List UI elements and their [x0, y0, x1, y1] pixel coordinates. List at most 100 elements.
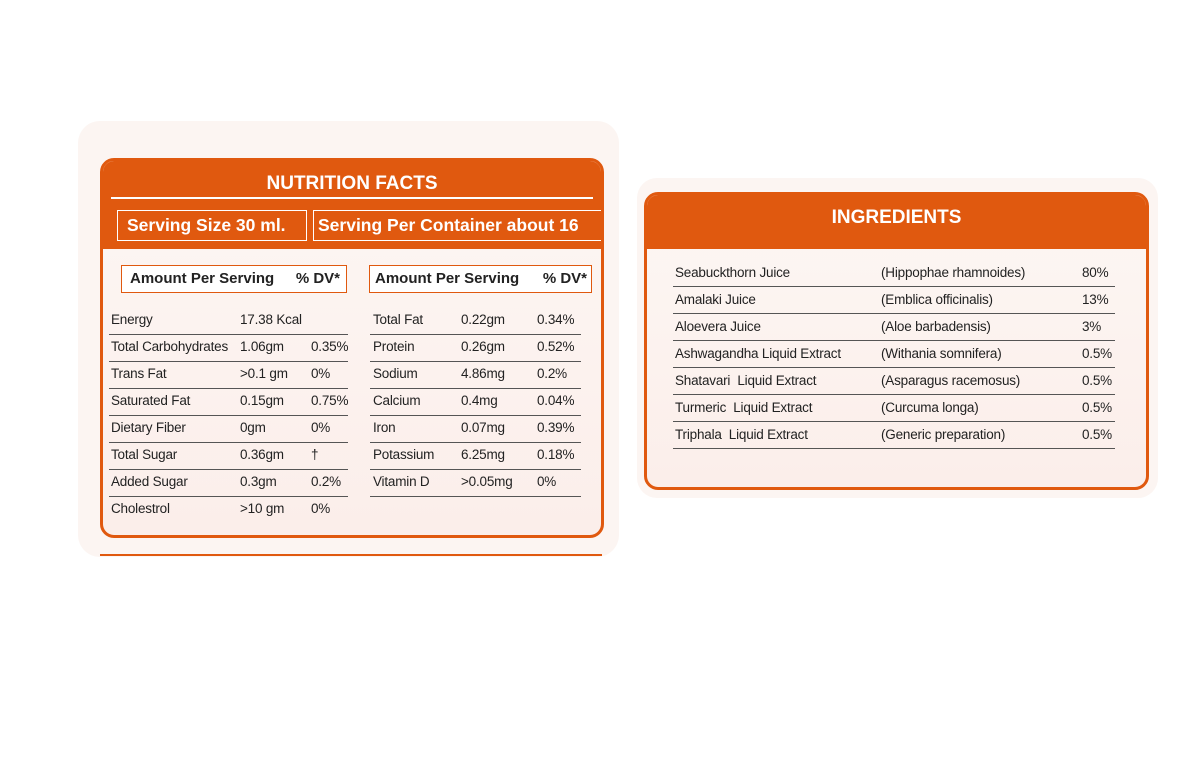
nutrient-name: Total Carbohydrates — [111, 339, 229, 354]
left-column-header: Amount Per Serving % DV* — [121, 265, 347, 293]
nutrient-name: Sodium — [373, 366, 418, 381]
ingredient-botanical: (Withania somnifera) — [881, 346, 1002, 361]
nutrient-amount: 0.07mg — [461, 420, 505, 435]
nutrient-dv: † — [311, 447, 319, 462]
amount-per-serving-label: Amount Per Serving — [375, 270, 520, 287]
nutrient-amount: 0.26gm — [461, 339, 505, 354]
ingredient-percent: 80% — [1082, 265, 1109, 280]
nutrient-row-protein: Protein 0.26gm 0.52% — [370, 334, 581, 362]
nutrient-row-iron: Iron 0.07mg 0.39% — [370, 415, 581, 443]
nutrient-name: Potassium — [373, 447, 435, 462]
ingredient-botanical: (Asparagus racemosus) — [881, 373, 1021, 388]
amount-per-serving-label: Amount Per Serving — [130, 270, 275, 287]
nutrient-row-total-sugar: Total Sugar 0.36gm † — [109, 442, 348, 470]
nutrient-amount: >10 gm — [240, 501, 285, 516]
nutrient-row-saturated-fat: Saturated Fat 0.15gm 0.75% — [109, 388, 348, 416]
ingredient-percent: 0.5% — [1082, 400, 1112, 415]
nutrient-name: Dietary Fiber — [111, 420, 186, 435]
ingredient-percent: 13% — [1082, 292, 1109, 307]
ingredient-row: Shatavari Liquid Extract (Asparagus race… — [673, 367, 1115, 395]
ingredient-name: Turmeric Liquid Extract — [675, 400, 813, 415]
ingredients-title: INGREDIENTS — [831, 207, 962, 228]
ingredient-row: Seabuckthorn Juice (Hippophae rhamnoides… — [673, 259, 1115, 287]
nutrient-amount: 17.38 Kcal — [240, 312, 302, 327]
nutrient-amount: 0.36gm — [240, 447, 284, 462]
nutrient-dv: 0.18% — [537, 447, 575, 462]
nutrient-row-sodium: Sodium 4.86mg 0.2% — [370, 361, 581, 389]
ingredient-name: Seabuckthorn Juice — [675, 265, 790, 280]
dv-label: % DV* — [295, 270, 340, 287]
nutrient-row-potassium: Potassium 6.25mg 0.18% — [370, 442, 581, 470]
ingredient-botanical: (Generic preparation) — [881, 427, 1006, 442]
nutrient-amount: 0.4mg — [461, 393, 498, 408]
ingredient-name: Amalaki Juice — [675, 292, 756, 307]
nutrient-dv: 0% — [311, 501, 331, 516]
ingredient-percent: 0.5% — [1082, 373, 1112, 388]
ingredients-card: INGREDIENTS Seabuckthorn Juice (Hippopha… — [644, 192, 1149, 490]
nutrient-name: Vitamin D — [373, 474, 430, 489]
ingredient-percent: 0.5% — [1082, 427, 1112, 442]
nutrient-dv: 0.75% — [311, 393, 349, 408]
nutrient-row-total-fat: Total Fat 0.22gm 0.34% — [370, 307, 581, 335]
nutrient-amount: 6.25mg — [461, 447, 505, 462]
nutrient-amount: 0.15gm — [240, 393, 284, 408]
nutrient-dv: 0.2% — [537, 366, 567, 381]
nutrient-row-trans-fat: Trans Fat >0.1 gm 0% — [109, 361, 348, 389]
ingredient-row: Triphala Liquid Extract (Generic prepara… — [673, 421, 1115, 449]
nutrient-dv: 0% — [311, 366, 331, 381]
nutrient-row-total-carbohydrates: Total Carbohydrates 1.06gm 0.35% — [109, 334, 348, 362]
nutrient-row-dietary-fiber: Dietary Fiber 0gm 0% — [109, 415, 348, 443]
nutrient-amount: 4.86mg — [461, 366, 505, 381]
nutrient-dv: 0.04% — [537, 393, 575, 408]
nutrient-name: Trans Fat — [111, 366, 167, 381]
ingredient-name: Shatavari Liquid Extract — [675, 373, 817, 388]
nutrient-name: Cholestrol — [111, 501, 170, 516]
nutrient-name: Energy — [111, 312, 153, 327]
ingredient-percent: 0.5% — [1082, 346, 1112, 361]
nutrient-amount: 0.22gm — [461, 312, 505, 327]
nutrient-name: Added Sugar — [111, 474, 188, 489]
nutrition-facts-card: NUTRITION FACTS Serving Size 30 ml. Serv… — [100, 158, 604, 538]
nutrient-dv: 0.2% — [311, 474, 341, 489]
ingredient-row: Aloevera Juice (Aloe barbadensis) 3% — [673, 313, 1115, 341]
nutrient-name: Total Fat — [373, 312, 423, 327]
ingredient-percent: 3% — [1082, 319, 1102, 334]
ingredient-row: Turmeric Liquid Extract (Curcuma longa) … — [673, 394, 1115, 422]
nutrition-title: NUTRITION FACTS — [266, 173, 438, 194]
ingredient-botanical: (Aloe barbadensis) — [881, 319, 991, 334]
ingredient-botanical: (Emblica officinalis) — [881, 292, 993, 307]
ingredient-name: Triphala Liquid Extract — [675, 427, 808, 442]
nutrient-name: Protein — [373, 339, 415, 354]
nutrient-row-cholestrol: Cholestrol >10 gm 0% — [109, 496, 348, 523]
ingredient-name: Ashwagandha Liquid Extract — [675, 346, 841, 361]
serving-size: Serving Size 30 ml. — [117, 210, 307, 241]
nutrient-dv: 0.35% — [311, 339, 349, 354]
ingredient-botanical: (Hippophae rhamnoides) — [881, 265, 1026, 280]
nutrition-bottom-rule — [100, 554, 602, 556]
nutrient-row-vitamin-d: Vitamin D >0.05mg 0% — [370, 469, 581, 497]
nutrient-dv: 0% — [537, 474, 557, 489]
ingredient-row: Ashwagandha Liquid Extract (Withania som… — [673, 340, 1115, 368]
title-divider — [111, 197, 593, 199]
nutrient-name: Total Sugar — [111, 447, 178, 462]
nutrient-dv: 0.52% — [537, 339, 575, 354]
nutrient-amount: >0.1 gm — [240, 366, 288, 381]
nutrient-amount: 1.06gm — [240, 339, 284, 354]
serving-per-container: Serving Per Container about 16 — [313, 210, 601, 241]
nutrient-dv: 0.34% — [537, 312, 575, 327]
nutrient-row-added-sugar: Added Sugar 0.3gm 0.2% — [109, 469, 348, 497]
ingredient-botanical: (Curcuma longa) — [881, 400, 979, 415]
nutrient-row-energy: Energy 17.38 Kcal — [109, 307, 348, 335]
nutrient-amount: >0.05mg — [461, 474, 513, 489]
nutrient-row-calcium: Calcium 0.4mg 0.04% — [370, 388, 581, 416]
nutrient-name: Saturated Fat — [111, 393, 191, 408]
nutrient-amount: 0.3gm — [240, 474, 277, 489]
nutrient-dv: 0% — [311, 420, 331, 435]
nutrition-header: NUTRITION FACTS Serving Size 30 ml. Serv… — [103, 161, 601, 249]
nutrient-amount: 0gm — [240, 420, 266, 435]
ingredient-row: Amalaki Juice (Emblica officinalis) 13% — [673, 286, 1115, 314]
nutrient-name: Calcium — [373, 393, 421, 408]
nutrient-name: Iron — [373, 420, 396, 435]
ingredients-header: INGREDIENTS — [647, 195, 1146, 249]
right-column-header: Amount Per Serving % DV* — [369, 265, 592, 293]
